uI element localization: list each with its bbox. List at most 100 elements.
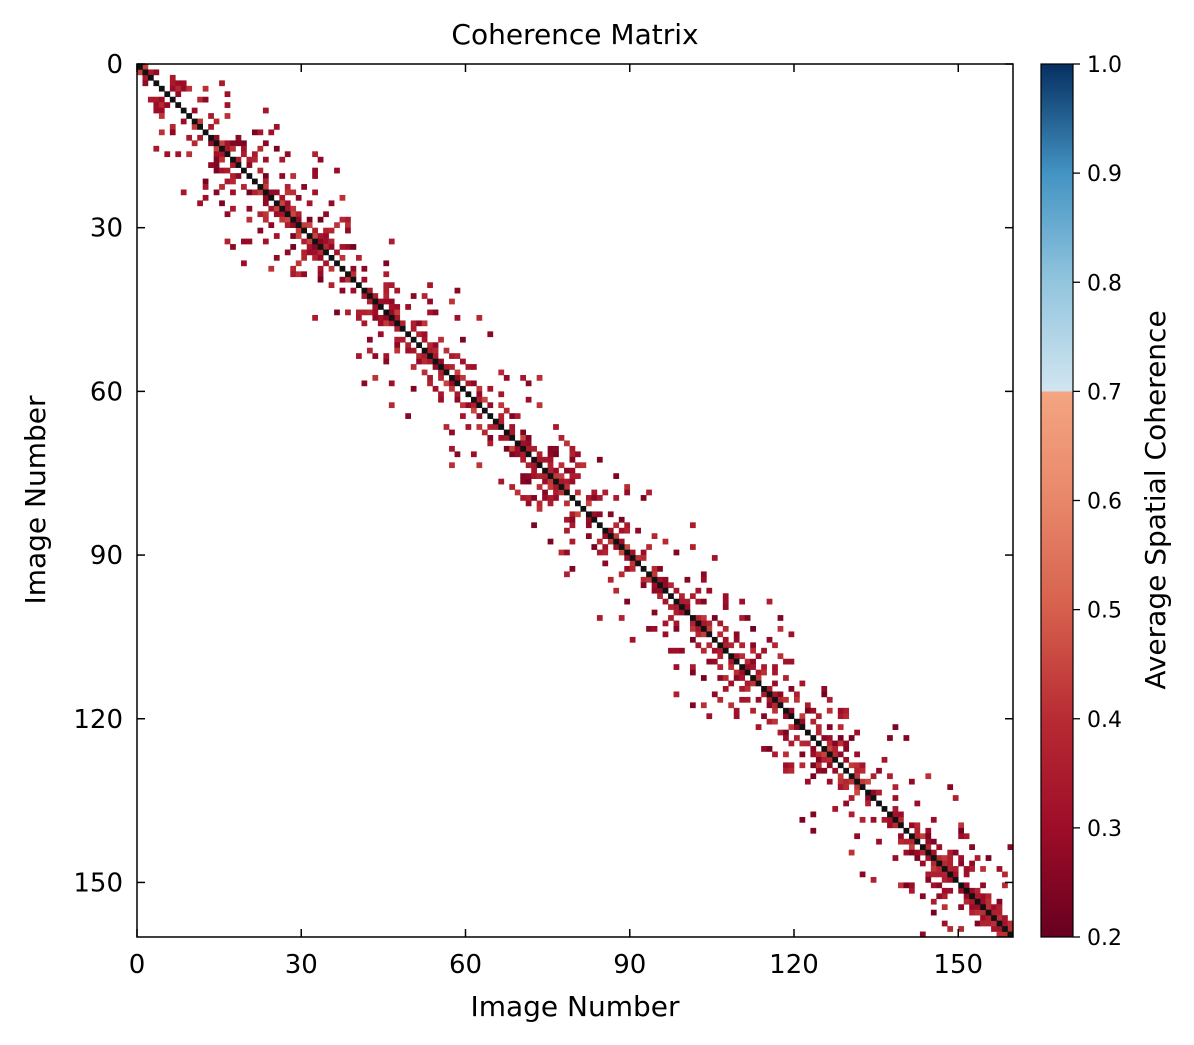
heatmap-cell <box>695 642 702 649</box>
heatmap-cell <box>963 871 970 878</box>
heatmap-cell <box>257 189 264 196</box>
diagonal-cell <box>284 211 291 218</box>
heatmap-cell <box>366 298 373 305</box>
heatmap-cell <box>985 920 992 927</box>
heatmap-cell <box>783 713 789 720</box>
diagonal-cell <box>547 473 554 479</box>
heatmap-cell <box>925 844 932 850</box>
heatmap-cell <box>848 735 855 741</box>
diagonal-cell <box>235 162 242 168</box>
heatmap-cell <box>919 893 926 900</box>
heatmap-cell <box>235 140 242 147</box>
diagonal-cell <box>881 806 888 812</box>
heatmap-cell <box>454 353 461 359</box>
heatmap-cell <box>569 565 576 572</box>
heatmap-cell <box>547 456 554 463</box>
heatmap-cell <box>350 287 357 294</box>
colorbar-tick-label: 0.6 <box>1087 490 1122 515</box>
heatmap-cell <box>766 598 773 605</box>
heatmap-cell <box>142 74 149 81</box>
diagonal-cell <box>262 189 269 196</box>
heatmap-cell <box>794 696 800 703</box>
heatmap-cell <box>706 587 713 594</box>
heatmap-cell <box>826 778 833 785</box>
heatmap-cell <box>898 833 904 840</box>
heatmap-cell <box>345 222 351 228</box>
heatmap-cell <box>279 173 286 179</box>
heatmap-cell <box>564 440 570 447</box>
diagonal-cell <box>651 576 658 583</box>
heatmap-cell <box>465 402 472 409</box>
heatmap-cell <box>673 647 680 654</box>
heatmap-cell <box>739 615 746 621</box>
heatmap-cell <box>766 696 773 703</box>
heatmap-cell <box>542 473 548 479</box>
heatmap-cell <box>908 882 915 889</box>
heatmap-cell <box>733 669 740 676</box>
heatmap-cell <box>202 194 209 201</box>
heatmap-cell <box>596 615 603 621</box>
heatmap-cell <box>536 500 543 507</box>
heatmap-cell <box>542 478 548 485</box>
diagonal-cell <box>328 254 335 261</box>
diagonal-cell <box>991 915 997 921</box>
heatmap-cell <box>388 402 395 409</box>
heatmap-cell <box>908 838 915 845</box>
heatmap-cell <box>175 91 182 98</box>
heatmap-cell <box>224 102 231 108</box>
heatmap-cell <box>673 664 680 670</box>
heatmap-cell <box>399 320 406 327</box>
heatmap-cell <box>854 729 860 736</box>
heatmap-cell <box>991 904 997 911</box>
heatmap-cell <box>394 304 401 310</box>
heatmap-cell <box>460 375 466 381</box>
heatmap-cell <box>602 544 609 550</box>
heatmap-cell <box>761 664 767 670</box>
x-axis-ticks: 0 30 60 90 120 150 <box>129 64 983 980</box>
heatmap-cell <box>996 898 1003 905</box>
heatmap-cell <box>744 664 751 670</box>
heatmap-cell <box>421 293 428 299</box>
heatmap-cell <box>569 473 576 479</box>
diagonal-cell <box>919 844 926 850</box>
heatmap-cell <box>454 314 461 321</box>
heatmap-cell <box>662 631 669 638</box>
heatmap-cell <box>476 396 483 403</box>
heatmap-cell <box>230 145 236 152</box>
heatmap-cell <box>733 675 740 681</box>
heatmap-cell <box>772 664 778 670</box>
heatmap-cell <box>843 746 850 752</box>
heatmap-cell <box>525 440 532 447</box>
heatmap-cell <box>804 702 811 709</box>
heatmap-cell <box>985 915 992 921</box>
heatmap-cell <box>569 522 576 529</box>
diagonal-cell <box>153 80 160 87</box>
heatmap-cell <box>766 718 773 725</box>
diagonal-cell <box>925 849 932 856</box>
x-tick-label: 120 <box>769 950 819 980</box>
y-tick-label: 0 <box>106 50 123 80</box>
heatmap-cell <box>941 887 948 894</box>
heatmap-cell <box>668 647 674 654</box>
heatmap-cell <box>312 244 318 250</box>
heatmap-cell <box>646 489 652 496</box>
y-tick-label: 60 <box>90 377 123 407</box>
heatmap-cell <box>284 216 291 223</box>
heatmap-cell <box>596 549 603 556</box>
heatmap-cell <box>996 904 1003 911</box>
diagonal-cell <box>733 658 740 665</box>
heatmap-cell <box>476 424 483 430</box>
heatmap-cell <box>246 205 253 212</box>
heatmap-cell <box>520 435 527 441</box>
heatmap-cell <box>799 740 806 747</box>
diagonal-cell <box>585 511 592 518</box>
heatmap-cell <box>230 140 236 147</box>
heatmap-cell <box>470 364 477 370</box>
heatmap-cell <box>783 735 789 741</box>
colorbar-tick-label: 0.5 <box>1087 599 1122 624</box>
heatmap-cell <box>651 625 658 632</box>
diagonal-cell <box>142 69 149 76</box>
heatmap-cell <box>197 118 203 125</box>
heatmap-cell <box>465 424 472 430</box>
heatmap-cell <box>892 822 899 829</box>
